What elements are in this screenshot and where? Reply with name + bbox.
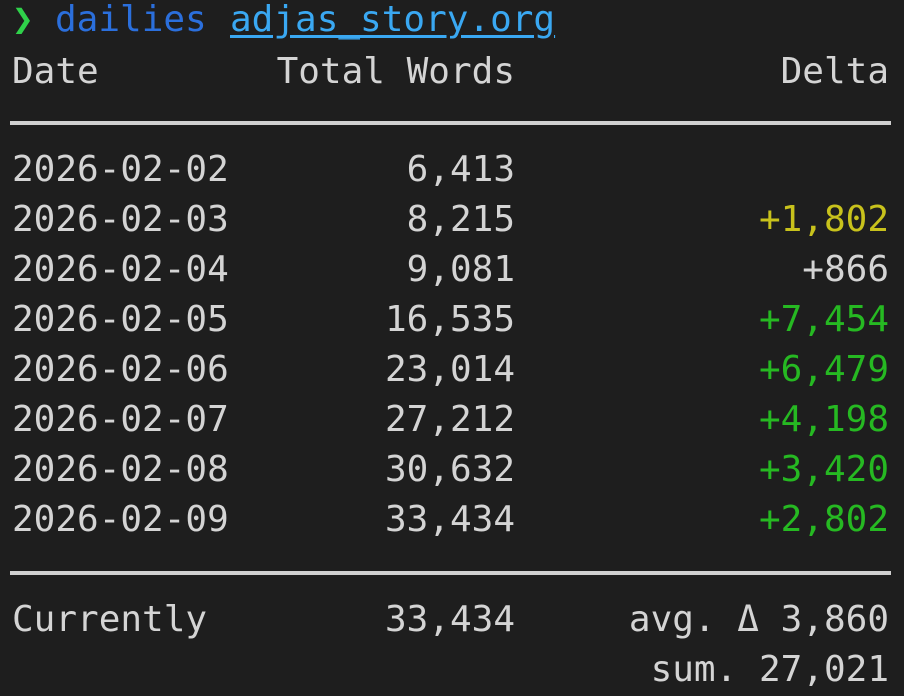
row-delta: +6,479 — [758, 349, 889, 390]
row-total: 23,014 — [384, 349, 515, 390]
row-date: 2026-02-09 — [12, 499, 229, 540]
footer-total: 33,434 — [384, 599, 515, 640]
header-delta: Delta — [780, 51, 889, 92]
row-total: 30,632 — [384, 449, 515, 490]
header-total: Total Words — [276, 51, 515, 92]
row-total: 27,212 — [384, 399, 515, 440]
row-date: 2026-02-05 — [12, 299, 229, 340]
row-date: 2026-02-04 — [12, 249, 229, 290]
command: dailies — [55, 0, 207, 40]
row-date: 2026-02-02 — [12, 149, 229, 190]
header-date: Date — [12, 51, 99, 92]
row-delta: +2,802 — [758, 499, 889, 540]
row-delta: +4,198 — [758, 399, 889, 440]
file-argument[interactable]: adjas_story.org — [230, 0, 556, 40]
row-date: 2026-02-07 — [12, 399, 229, 440]
row-total: 9,081 — [406, 249, 515, 290]
footer-label: Currently — [12, 599, 208, 640]
footer-average: avg. Δ 3,860 — [628, 599, 889, 640]
row-date: 2026-02-03 — [12, 199, 229, 240]
row-total: 33,434 — [384, 499, 515, 540]
row-total: 16,535 — [384, 299, 515, 340]
row-date: 2026-02-06 — [12, 349, 229, 390]
separator — [10, 121, 891, 125]
row-delta: +866 — [802, 249, 889, 290]
row-date: 2026-02-08 — [12, 449, 229, 490]
prompt-symbol: ❯ — [12, 0, 34, 40]
row-delta: +3,420 — [758, 449, 889, 490]
footer-sum: sum. 27,021 — [650, 649, 889, 690]
row-total: 6,413 — [406, 149, 515, 190]
row-delta: +1,802 — [758, 199, 889, 240]
row-delta: +7,454 — [758, 299, 889, 340]
separator — [10, 571, 891, 575]
row-total: 8,215 — [406, 199, 515, 240]
